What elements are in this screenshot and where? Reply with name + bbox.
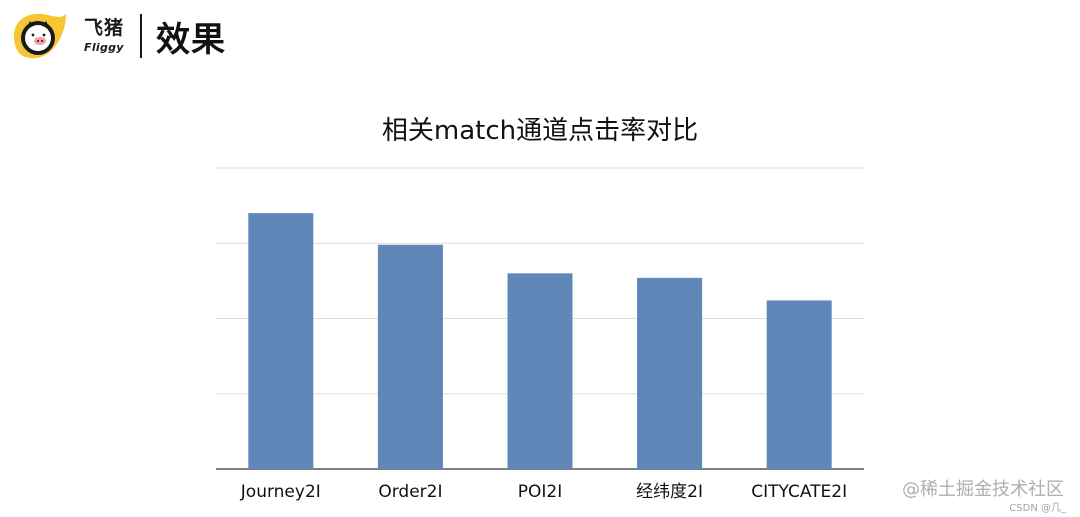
page-title: 效果 [156, 19, 227, 60]
bar-4 [766, 300, 832, 469]
brand-name-en: Fliggy [84, 41, 124, 54]
x-tick-label: 经纬度2I [636, 482, 703, 502]
x-tick-label: CITYCATE2I [751, 482, 847, 502]
header-divider [140, 14, 143, 58]
brand-name-cn: 飞猪 [84, 17, 125, 39]
x-tick-label: Journey2I [240, 482, 321, 502]
x-tick-label: POI2I [518, 482, 562, 502]
x-tick-label: Order2I [378, 482, 442, 502]
chart-title: 相关match通道点击率对比 [381, 116, 699, 146]
watermark-main: @稀土掘金技术社区 [902, 479, 1064, 500]
bar-1 [377, 244, 443, 469]
bar-0 [248, 213, 314, 469]
slide-header: 飞猪 Fliggy 效果 [8, 6, 226, 66]
fliggy-pig-logo-icon [14, 13, 66, 59]
watermark-sub: CSDN @几_ [1009, 503, 1066, 514]
brand-name: 飞猪 Fliggy [84, 17, 125, 54]
bar-2 [507, 273, 573, 469]
bar-3 [637, 277, 703, 469]
